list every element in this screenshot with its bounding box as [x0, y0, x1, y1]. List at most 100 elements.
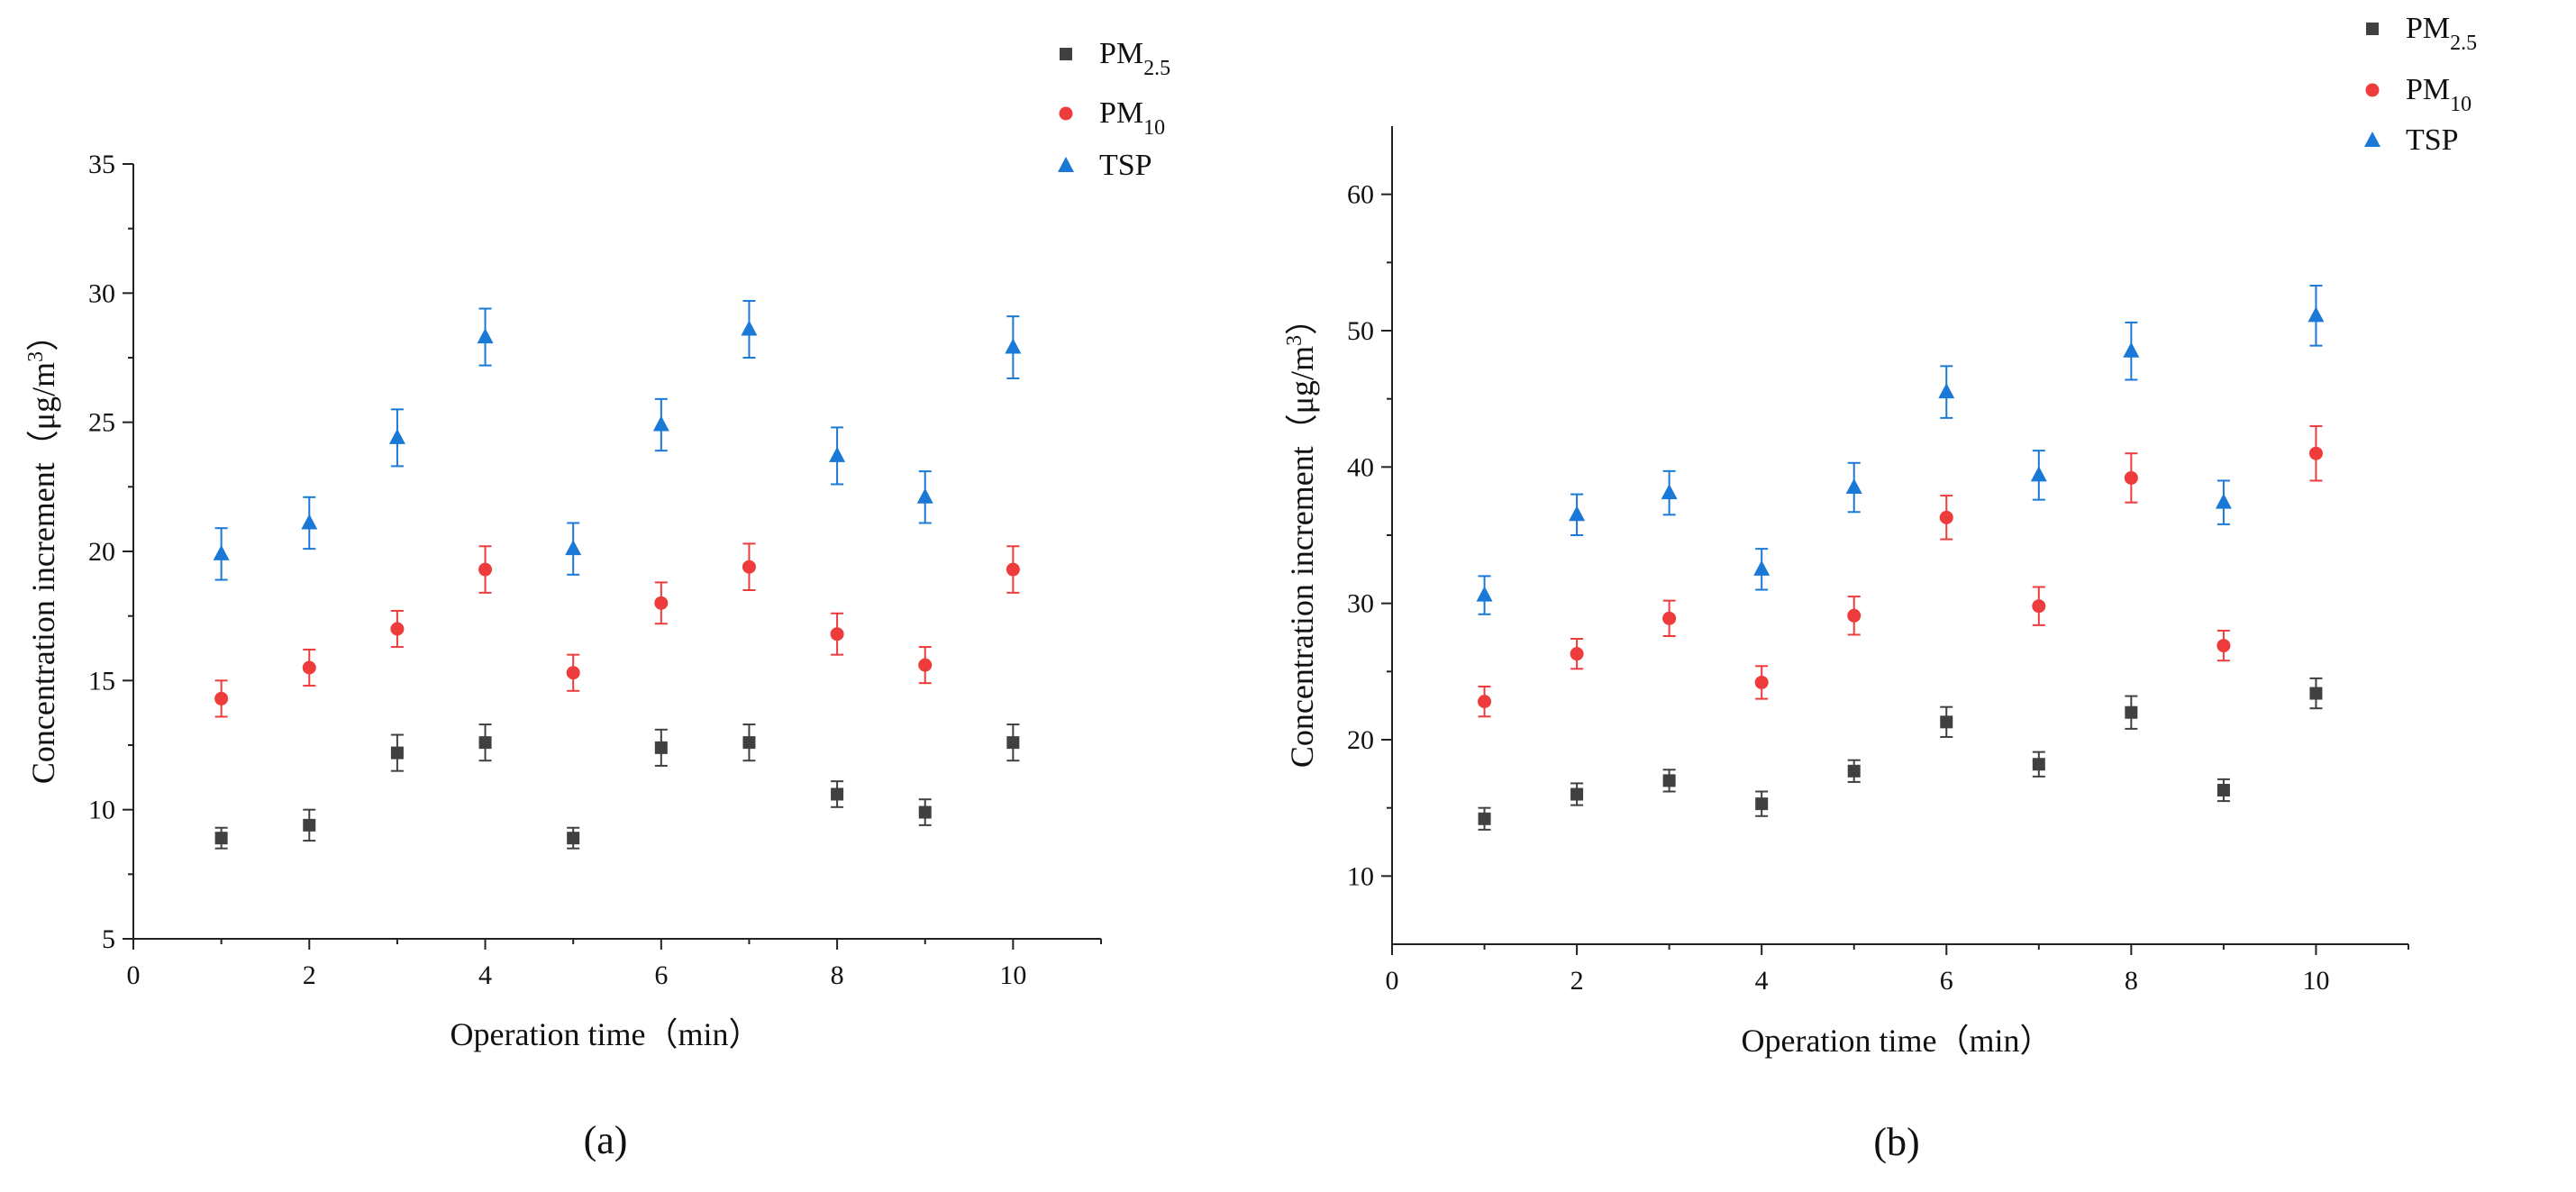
chart-a-series-tsp-point: [477, 328, 494, 344]
chart-b-xtick-label: 6: [1940, 966, 1953, 996]
chart-b-legend-label-sub: 2.5: [2450, 32, 2477, 55]
chart-b-x-axis-title: Operation time（min）: [1742, 1023, 2053, 1059]
chart-a-series-tsp: [213, 299, 1022, 581]
chart-a-series-tsp-point: [213, 544, 230, 560]
chart-a-series-tsp-point: [565, 540, 582, 556]
chart-b-ytick-label: 50: [1347, 316, 1374, 346]
chart-a-series-pm10-point: [478, 562, 493, 577]
chart-b-xtick-label: 2: [1570, 966, 1584, 996]
chart-b-series-pm25-point: [2309, 687, 2323, 700]
chart-a-series-pm25-point: [654, 741, 668, 754]
chart-b-legend-label-main: PM: [2406, 12, 2450, 45]
chart-b-series-pm10-point: [1570, 647, 1584, 661]
chart-b-series-tsp-point: [1661, 484, 1678, 500]
chart-a-series-tsp-point: [741, 320, 758, 336]
chart-a-y-axis-title-sup: 3: [24, 351, 48, 362]
chart-a-series-pm25-point: [567, 832, 580, 845]
chart-b-series-tsp-point: [1938, 383, 1955, 399]
chart-b-legend-label-sub: 10: [2450, 93, 2471, 116]
chart-b-ytick-label: 40: [1347, 452, 1374, 482]
chart-b-series-pm10-point: [1847, 608, 1861, 623]
chart-a-series-pm25-point: [478, 736, 492, 750]
chart-a-xtick-label: 4: [478, 960, 492, 990]
chart-b-series-tsp-point: [2307, 306, 2325, 323]
chart-a-ytick-label: 25: [88, 408, 115, 438]
chart-b-series-tsp: [1476, 285, 2325, 615]
chart-a-series-pm10-point: [566, 666, 580, 680]
chart-a-series-pm25-point: [390, 746, 404, 760]
chart-b-series-pm25-point: [2216, 783, 2230, 796]
chart-b-legend-label-main: PM: [2406, 73, 2450, 106]
chart-a-legend-label-main: PM: [1099, 37, 1143, 70]
chart-b-series-pm25-point: [2032, 758, 2045, 771]
chart-a-y-axis-title-main: Concentration increment（μg/m: [25, 362, 61, 784]
chart-b-xtick-label: 0: [1386, 966, 1399, 996]
chart-a-legend-label-main: PM: [1099, 96, 1143, 130]
chart-b-legend-marker: [2366, 23, 2379, 35]
chart-a-xtick-label: 10: [999, 960, 1026, 990]
chart-a-series-pm10-point: [830, 627, 844, 641]
chart-a-y-axis-title: Concentration increment（μg/m3）: [24, 319, 61, 784]
chart-b-series-pm10-point: [2216, 639, 2231, 653]
chart-a-series-pm25-point: [918, 805, 932, 819]
chart-a-series-pm10: [214, 542, 1020, 718]
chart-b-series-pm10-point: [1662, 611, 1677, 625]
chart-a-series-pm10-point: [1006, 562, 1020, 577]
chart-a-x-axis-title: Operation time（min）: [451, 1016, 761, 1052]
chart-a-ytick-label: 30: [88, 278, 115, 308]
chart-b-series-pm25-point: [2125, 705, 2138, 719]
chart-b-series-tsp-point: [2215, 493, 2232, 509]
chart-a-series-pm25-point: [831, 787, 844, 801]
chart-b-ytick-label: 10: [1347, 861, 1374, 891]
chart-b-series-pm25: [1478, 677, 2323, 831]
chart-b-series-tsp-point: [1569, 505, 1586, 522]
chart-a-xtick-label: 6: [654, 960, 668, 990]
chart-a-legend-marker: [1060, 48, 1072, 60]
chart-a-series-tsp-point: [388, 428, 405, 444]
chart-a-xtick-label: 2: [303, 960, 316, 990]
chart-b-series-tsp-point: [1476, 586, 1493, 602]
chart-b-xtick-label: 10: [2302, 966, 2329, 996]
chart-a-series-tsp-point: [1005, 338, 1022, 354]
chart-a-series-pm25-point: [1006, 736, 1020, 750]
chart-b: 10 20 30 40 50 60 0 2 4 6 8 10 Operation time（min） Co…: [1283, 12, 2477, 1164]
chart-a-y-axis-title-close: ）: [25, 319, 61, 351]
chart-a-series-pm10-point: [742, 560, 756, 574]
chart-a-legend-label: PM10: [1099, 96, 1165, 140]
chart-a-series-pm25-point: [303, 818, 316, 832]
chart-a-ytick-label: 10: [88, 796, 115, 825]
chart-a-series-pm10-point: [390, 622, 405, 636]
chart-b-legend-marker: [2364, 132, 2380, 147]
chart-b-legend-label: TSP: [2406, 123, 2459, 157]
chart-a-panel-label: (a): [584, 1118, 628, 1162]
chart-a-series-tsp-point: [829, 446, 846, 462]
chart-a-series-pm25-point: [742, 736, 756, 750]
chart-b-legend-label: PM2.5: [2406, 12, 2477, 55]
chart-a: 5 10 15 20 25 30 35 0 2 4 6 8 10 Operation time（min） C…: [24, 37, 1170, 1162]
chart-a-legend-marker: [1059, 106, 1073, 121]
chart-b-series-tsp-point: [1845, 478, 1862, 495]
chart-a-ytick-label: 20: [88, 537, 115, 567]
chart-a-legend-marker: [1058, 157, 1074, 172]
chart-b-y-axis-title-main: Concentration increment（μg/m: [1284, 346, 1320, 768]
chart-b-series-pm25-point: [1940, 715, 1953, 729]
chart-b-series-pm10-point: [2124, 470, 2138, 485]
chart-a-series-pm10-point: [654, 596, 669, 610]
chart-b-legend-marker: [2365, 83, 2380, 97]
chart-a-series-tsp-point: [652, 415, 669, 432]
chart-a-legend-label: PM2.5: [1099, 37, 1170, 80]
chart-a-series-tsp-point: [301, 514, 318, 530]
chart-a-legend-label-sub: 10: [1143, 116, 1165, 140]
chart-b-legend-label-main: TSP: [2406, 123, 2459, 157]
chart-b-ytick-label: 20: [1347, 725, 1374, 755]
chart-b-series-pm25-point: [1847, 764, 1861, 778]
chart-a-xtick-label: 8: [831, 960, 844, 990]
chart-b-series-pm25-point: [1570, 787, 1584, 801]
chart-b-series-tsp-point: [1753, 560, 1770, 576]
chart-b-y-axis-title-close: ）: [1284, 303, 1320, 335]
chart-a-ytick-label: 15: [88, 666, 115, 696]
chart-b-series-pm25-point: [1662, 774, 1676, 787]
chart-a-series-tsp-point: [916, 487, 933, 504]
chart-b-series-pm10-point: [1939, 510, 1953, 524]
